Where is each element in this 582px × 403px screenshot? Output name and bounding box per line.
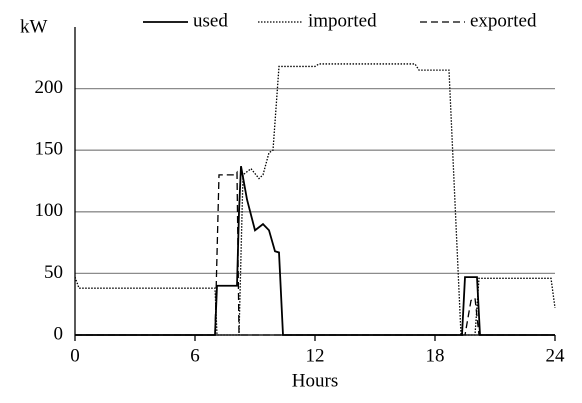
x-tick-label: 0 bbox=[70, 345, 80, 366]
series-line bbox=[75, 166, 555, 336]
y-tick-label: 150 bbox=[35, 139, 64, 160]
y-tick-label: 100 bbox=[35, 200, 64, 221]
x-axis-title: Hours bbox=[292, 370, 338, 391]
x-tick-label: 12 bbox=[306, 345, 325, 366]
series-line bbox=[74, 63, 556, 336]
x-tick-label: 24 bbox=[546, 345, 566, 366]
y-axis-title: kW bbox=[20, 16, 48, 37]
y-tick-label: 0 bbox=[54, 323, 64, 344]
legend-label: exported bbox=[470, 10, 537, 31]
y-tick-label: 200 bbox=[35, 77, 64, 98]
x-tick-label: 6 bbox=[190, 345, 200, 366]
y-tick-label: 50 bbox=[44, 262, 63, 283]
legend-label: used bbox=[193, 10, 228, 31]
legend-label: imported bbox=[308, 10, 377, 31]
x-tick-label: 18 bbox=[426, 345, 445, 366]
series-line bbox=[75, 170, 555, 336]
